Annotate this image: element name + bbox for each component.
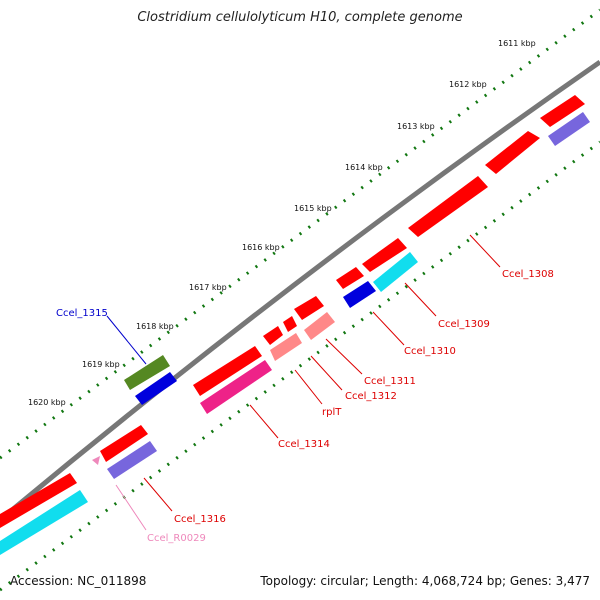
rrna-marker[interactable] xyxy=(92,456,100,465)
gene-label-ccel-1312[interactable]: Ccel_1312 xyxy=(345,391,397,402)
kbp-label-1615: 1615 kbp xyxy=(294,204,332,213)
genome-backbone xyxy=(0,59,600,522)
gene-label-ccel-1316[interactable]: Ccel_1316 xyxy=(174,514,226,525)
kbp-label-1620: 1620 kbp xyxy=(28,398,66,407)
gene-bar-salmon[interactable] xyxy=(304,312,335,340)
gene-bar-purple[interactable] xyxy=(548,112,590,146)
kbp-label-1614: 1614 kbp xyxy=(345,163,383,172)
outer-tick-ring xyxy=(0,8,600,460)
gene-label-ccel-1314[interactable]: Ccel_1314 xyxy=(278,439,330,450)
gene-bar-blue[interactable] xyxy=(343,281,376,308)
gene-arrow[interactable] xyxy=(362,238,407,272)
gene-label-ccel-r0029[interactable]: Ccel_R0029 xyxy=(147,533,206,544)
gene-bar-purple[interactable] xyxy=(107,441,157,479)
gene-bar-cyan[interactable] xyxy=(0,490,88,555)
forward-cds-track xyxy=(0,95,585,528)
kbp-label-1617: 1617 kbp xyxy=(189,283,227,292)
kbp-label-1619: 1619 kbp xyxy=(82,360,120,369)
genome-summary-text: Topology: circular; Length: 4,068,724 bp… xyxy=(260,574,590,588)
map-title: Clostridium cellulolyticum H10, complete… xyxy=(137,10,463,25)
gene-label-ccel-1315[interactable]: Ccel_1315 xyxy=(56,308,108,319)
gene-arrow[interactable] xyxy=(193,346,262,396)
gene-bar-cyan[interactable] xyxy=(373,252,418,292)
gene-arrow[interactable] xyxy=(283,316,297,332)
gene-label-ccel-1310[interactable]: Ccel_1310 xyxy=(404,346,456,357)
kbp-label-1611: 1611 kbp xyxy=(498,39,536,48)
gene-arrow[interactable] xyxy=(408,176,488,237)
kbp-label-1616: 1616 kbp xyxy=(242,243,280,252)
kbp-label-1618: 1618 kbp xyxy=(136,322,174,331)
gene-arrow[interactable] xyxy=(336,267,364,289)
gene-arrow[interactable] xyxy=(263,326,283,345)
gene-bar-salmon[interactable] xyxy=(270,333,302,361)
gene-arrow[interactable] xyxy=(485,131,540,174)
kbp-label-1613: 1613 kbp xyxy=(397,122,435,131)
gene-bar-pink[interactable] xyxy=(200,360,272,414)
gene-bar-olive[interactable] xyxy=(124,355,170,390)
gene-arrow[interactable] xyxy=(294,296,324,320)
cog-track xyxy=(0,112,590,555)
gene-arrow[interactable] xyxy=(540,95,585,127)
gene-label-ccel-1311[interactable]: Ccel_1311 xyxy=(364,376,416,387)
gene-arrow[interactable] xyxy=(100,425,148,462)
kbp-label-1612: 1612 kbp xyxy=(449,80,487,89)
gene-arrow[interactable] xyxy=(0,473,77,528)
gene-label-rplt[interactable]: rplT xyxy=(322,407,342,418)
gene-bar-blue[interactable] xyxy=(135,372,177,405)
inner-tick-ring xyxy=(0,140,600,592)
gene-label-ccel-1309[interactable]: Ccel_1309 xyxy=(438,319,490,330)
gene-label-ccel-1308[interactable]: Ccel_1308 xyxy=(502,269,554,280)
label-leaders xyxy=(106,234,501,531)
accession-text: Accession: NC_011898 xyxy=(10,574,147,588)
